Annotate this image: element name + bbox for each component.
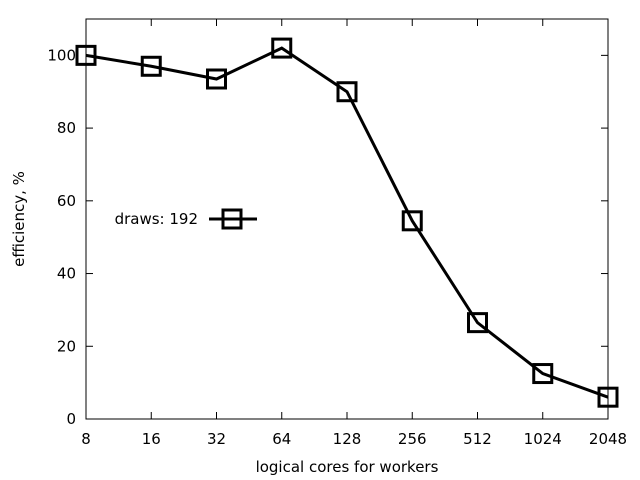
y-tick-label: 100 [47, 46, 76, 64]
data-point-marker [336, 81, 358, 103]
y-tick-label: 40 [57, 265, 76, 283]
legend: draws: 192 [115, 208, 257, 230]
x-tick-label: 1024 [524, 430, 562, 448]
data-point-marker [532, 363, 554, 385]
y-tick-label: 60 [57, 192, 76, 210]
x-tick-label: 64 [272, 430, 291, 448]
x-tick-label: 2048 [589, 430, 627, 448]
series-layer [75, 37, 619, 408]
x-tick-label: 32 [207, 430, 226, 448]
data-point-marker [206, 68, 227, 90]
plot-frame [85, 18, 609, 420]
x-tick-label: 128 [333, 430, 362, 448]
data-point-marker [467, 312, 488, 334]
x-axis-label: logical cores for workers [256, 458, 439, 476]
data-point-marker [597, 386, 619, 408]
data-point-marker [401, 210, 423, 232]
data-point-marker [271, 37, 293, 59]
y-tick-label: 0 [66, 410, 76, 428]
legend-marker [221, 208, 243, 230]
x-tick-label: 8 [81, 430, 91, 448]
series-line [85, 46, 609, 399]
y-tick-label: 80 [57, 119, 76, 137]
ticks-layer: 0 20 40 60 80 100 8 16 32 64 128 256 512 1024 2048 [47, 19, 627, 448]
y-axis-label: efficiency, % [10, 171, 28, 267]
y-tick-label: 20 [57, 337, 76, 355]
x-tick-label: 256 [398, 430, 427, 448]
data-point-marker [75, 44, 97, 66]
x-tick-label: 16 [142, 430, 161, 448]
legend-label: draws: 192 [115, 210, 198, 228]
x-tick-label: 512 [463, 430, 492, 448]
data-point-marker [140, 55, 162, 77]
